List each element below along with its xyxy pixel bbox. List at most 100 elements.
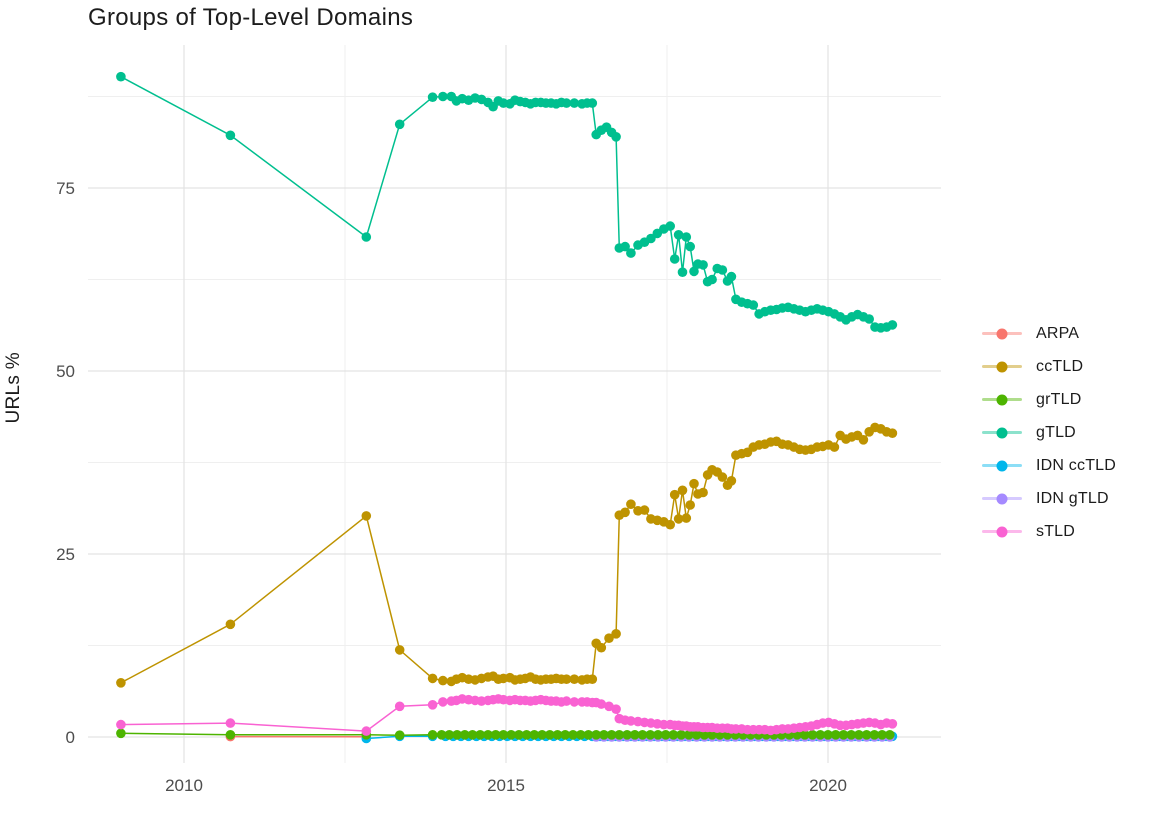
legend-dot-swatch bbox=[996, 361, 1008, 372]
data-point-gtld bbox=[669, 254, 680, 264]
legend-dot-swatch bbox=[996, 526, 1008, 537]
data-point-grtld bbox=[116, 728, 126, 739]
data-point-grtld bbox=[668, 730, 679, 740]
data-point-cctld bbox=[561, 674, 572, 684]
data-point-cctld bbox=[427, 673, 438, 684]
data-point-gtld bbox=[685, 241, 695, 252]
legend-item-arpa: ARPA bbox=[982, 324, 1116, 343]
legend-item-grtld: grTLD bbox=[982, 390, 1116, 409]
legend-key-icon bbox=[982, 524, 1022, 540]
data-point-cctld bbox=[689, 478, 699, 489]
data-point-grtld bbox=[475, 730, 486, 740]
data-point-grtld bbox=[568, 730, 578, 740]
series-line-gtld bbox=[120, 76, 893, 329]
data-point-cctld bbox=[569, 674, 580, 684]
data-point-grtld bbox=[444, 730, 455, 740]
data-point-grtld bbox=[583, 730, 594, 740]
data-point-gtld bbox=[427, 92, 438, 102]
data-point-grtld bbox=[861, 730, 872, 740]
legend-dot-swatch bbox=[996, 427, 1008, 438]
data-point-grtld bbox=[637, 730, 648, 740]
data-point-gtld bbox=[673, 230, 684, 240]
legend-key-icon bbox=[982, 392, 1022, 408]
data-point-grtld bbox=[691, 730, 702, 740]
legend: ARPA ccTLD grTLD gTLD IDN ccTLD IDN gTLD sTLD bbox=[982, 324, 1116, 541]
y-tick-label: 25 bbox=[56, 545, 75, 564]
data-point-grtld bbox=[599, 730, 609, 740]
data-point-cctld bbox=[677, 485, 688, 496]
data-point-grtld bbox=[537, 730, 547, 740]
data-point-stld bbox=[626, 716, 636, 726]
data-point-grtld bbox=[676, 730, 686, 740]
data-point-cctld bbox=[681, 513, 692, 523]
data-point-cctld bbox=[438, 675, 448, 686]
data-point-cctld bbox=[858, 435, 869, 445]
data-point-gtld bbox=[681, 232, 692, 242]
legend-label: IDN gTLD bbox=[1036, 489, 1109, 507]
data-point-gtld bbox=[626, 248, 636, 258]
data-point-stld bbox=[427, 700, 438, 710]
y-tick-label: 75 bbox=[56, 179, 75, 198]
data-point-gtld bbox=[726, 271, 737, 282]
data-point-grtld bbox=[807, 730, 818, 740]
legend-key-icon bbox=[982, 359, 1022, 375]
legend-label: grTLD bbox=[1036, 390, 1082, 408]
data-point-grtld bbox=[838, 730, 849, 740]
data-point-cctld bbox=[620, 507, 630, 518]
data-point-grtld bbox=[614, 730, 625, 740]
data-point-stld bbox=[569, 697, 580, 707]
data-point-stld bbox=[116, 719, 126, 730]
legend-label: ccTLD bbox=[1036, 357, 1084, 375]
series-arpa bbox=[225, 731, 372, 742]
legend-key-icon bbox=[982, 491, 1022, 507]
data-point-grtld bbox=[460, 730, 470, 740]
data-point-grtld bbox=[606, 730, 617, 740]
data-point-grtld bbox=[823, 730, 833, 740]
legend-key-icon bbox=[982, 458, 1022, 474]
data-point-grtld bbox=[699, 730, 710, 740]
data-point-grtld bbox=[869, 730, 880, 740]
data-point-grtld bbox=[653, 730, 663, 740]
data-point-grtld bbox=[815, 730, 826, 740]
legend-dot-swatch bbox=[996, 493, 1008, 504]
data-point-stld bbox=[438, 697, 448, 707]
data-point-cctld bbox=[116, 678, 126, 688]
series-line-cctld bbox=[120, 426, 893, 684]
data-point-stld bbox=[561, 696, 572, 706]
data-point-grtld bbox=[846, 730, 856, 740]
data-point-grtld bbox=[560, 730, 570, 740]
data-point-grtld bbox=[854, 730, 864, 740]
data-point-cctld bbox=[669, 489, 680, 500]
data-point-cctld bbox=[726, 476, 737, 486]
legend-label: sTLD bbox=[1036, 522, 1076, 540]
data-point-grtld bbox=[830, 730, 841, 740]
data-point-stld bbox=[611, 704, 621, 714]
data-point-grtld bbox=[514, 730, 524, 740]
data-point-gtld bbox=[665, 221, 675, 231]
data-point-gtld bbox=[611, 132, 621, 142]
legend-label: IDN ccTLD bbox=[1036, 456, 1117, 474]
data-point-cctld bbox=[611, 629, 621, 639]
x-tick-label: 2020 bbox=[809, 776, 847, 795]
data-point-gtld bbox=[748, 300, 759, 310]
data-point-grtld bbox=[645, 730, 656, 740]
data-point-gtld bbox=[438, 91, 448, 102]
data-point-cctld bbox=[587, 674, 598, 684]
y-tick-label: 0 bbox=[66, 728, 75, 747]
data-point-grtld bbox=[521, 730, 532, 740]
data-point-gtld bbox=[587, 98, 598, 108]
data-point-stld bbox=[887, 719, 898, 729]
x-tick-label: 2015 bbox=[487, 776, 525, 795]
data-point-gtld bbox=[698, 260, 708, 270]
data-point-cctld bbox=[829, 442, 840, 452]
data-point-grtld bbox=[225, 730, 236, 740]
data-point-grtld bbox=[490, 730, 501, 740]
y-tick-label: 50 bbox=[56, 362, 75, 381]
legend-item-idn-gtld: IDN gTLD bbox=[982, 489, 1116, 508]
data-point-grtld bbox=[707, 730, 717, 740]
series-gtld bbox=[116, 71, 898, 333]
data-point-gtld bbox=[561, 98, 572, 108]
data-point-grtld bbox=[630, 730, 640, 740]
data-point-grtld bbox=[452, 730, 462, 740]
data-point-cctld bbox=[596, 642, 607, 653]
